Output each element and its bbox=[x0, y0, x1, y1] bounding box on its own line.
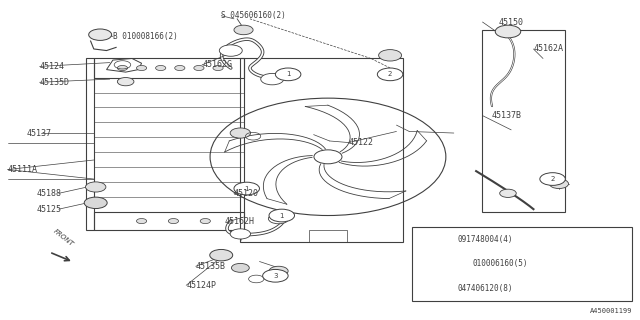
Text: 45150: 45150 bbox=[499, 18, 524, 27]
Bar bbox=[241, 59, 403, 243]
Circle shape bbox=[230, 128, 250, 138]
Bar bbox=[86, 59, 94, 230]
Circle shape bbox=[260, 73, 284, 85]
Text: 45162G: 45162G bbox=[202, 60, 232, 69]
Text: 45135D: 45135D bbox=[40, 78, 70, 87]
Text: 1: 1 bbox=[244, 186, 249, 192]
Circle shape bbox=[136, 66, 147, 70]
Circle shape bbox=[450, 259, 470, 269]
Text: 1: 1 bbox=[429, 235, 434, 244]
Bar bbox=[483, 30, 565, 212]
Circle shape bbox=[419, 233, 444, 245]
Text: 45137B: 45137B bbox=[492, 111, 522, 120]
Text: 45135B: 45135B bbox=[196, 262, 226, 271]
Circle shape bbox=[117, 66, 127, 70]
Circle shape bbox=[220, 45, 243, 56]
Circle shape bbox=[314, 150, 342, 164]
Text: 45162A: 45162A bbox=[534, 44, 563, 53]
Circle shape bbox=[89, 29, 111, 40]
Text: 047406120(8): 047406120(8) bbox=[457, 284, 513, 293]
Text: B: B bbox=[458, 261, 462, 266]
Text: 45137: 45137 bbox=[27, 129, 52, 138]
Circle shape bbox=[379, 50, 401, 61]
Circle shape bbox=[234, 182, 259, 195]
Circle shape bbox=[156, 66, 166, 70]
Text: 2: 2 bbox=[429, 260, 434, 268]
Circle shape bbox=[117, 77, 134, 86]
Circle shape bbox=[210, 250, 233, 261]
Circle shape bbox=[275, 68, 301, 81]
Circle shape bbox=[540, 173, 565, 185]
Text: A450001199: A450001199 bbox=[589, 308, 632, 314]
Circle shape bbox=[136, 219, 147, 224]
Text: 010006160(5): 010006160(5) bbox=[473, 260, 529, 268]
Text: B 010008166(2): B 010008166(2) bbox=[113, 32, 178, 41]
Circle shape bbox=[230, 229, 250, 239]
Text: 45111A: 45111A bbox=[8, 165, 38, 174]
Bar bbox=[309, 230, 347, 243]
Circle shape bbox=[194, 66, 204, 70]
Circle shape bbox=[213, 66, 223, 70]
Bar bbox=[412, 227, 632, 301]
Text: 2: 2 bbox=[388, 71, 392, 77]
Text: 091748004(4): 091748004(4) bbox=[457, 235, 513, 244]
Circle shape bbox=[549, 179, 568, 188]
Circle shape bbox=[419, 258, 444, 270]
Circle shape bbox=[84, 197, 107, 209]
Text: 1: 1 bbox=[280, 212, 284, 219]
Text: 45120: 45120 bbox=[234, 189, 259, 198]
Circle shape bbox=[168, 219, 179, 224]
Circle shape bbox=[269, 266, 288, 276]
Text: 45124: 45124 bbox=[40, 62, 65, 71]
Circle shape bbox=[495, 25, 521, 38]
Circle shape bbox=[175, 66, 185, 70]
Text: 3: 3 bbox=[429, 284, 434, 293]
Circle shape bbox=[269, 209, 294, 222]
Text: 45124P: 45124P bbox=[186, 281, 216, 290]
Circle shape bbox=[262, 269, 288, 282]
Text: 45162H: 45162H bbox=[225, 217, 255, 226]
Text: S 045606160(2): S 045606160(2) bbox=[221, 11, 286, 20]
Circle shape bbox=[268, 214, 289, 224]
Text: 45188: 45188 bbox=[36, 189, 61, 198]
Circle shape bbox=[419, 282, 444, 295]
Circle shape bbox=[378, 68, 403, 81]
Circle shape bbox=[200, 219, 211, 224]
Text: 45122: 45122 bbox=[349, 138, 374, 147]
Text: 2: 2 bbox=[550, 176, 555, 182]
Text: 3: 3 bbox=[273, 273, 278, 279]
Circle shape bbox=[232, 263, 249, 272]
Text: 1: 1 bbox=[286, 71, 291, 77]
Circle shape bbox=[86, 182, 106, 192]
Circle shape bbox=[500, 189, 516, 197]
Text: FRONT: FRONT bbox=[52, 228, 75, 247]
Text: 45125: 45125 bbox=[36, 205, 61, 214]
Circle shape bbox=[234, 25, 253, 35]
